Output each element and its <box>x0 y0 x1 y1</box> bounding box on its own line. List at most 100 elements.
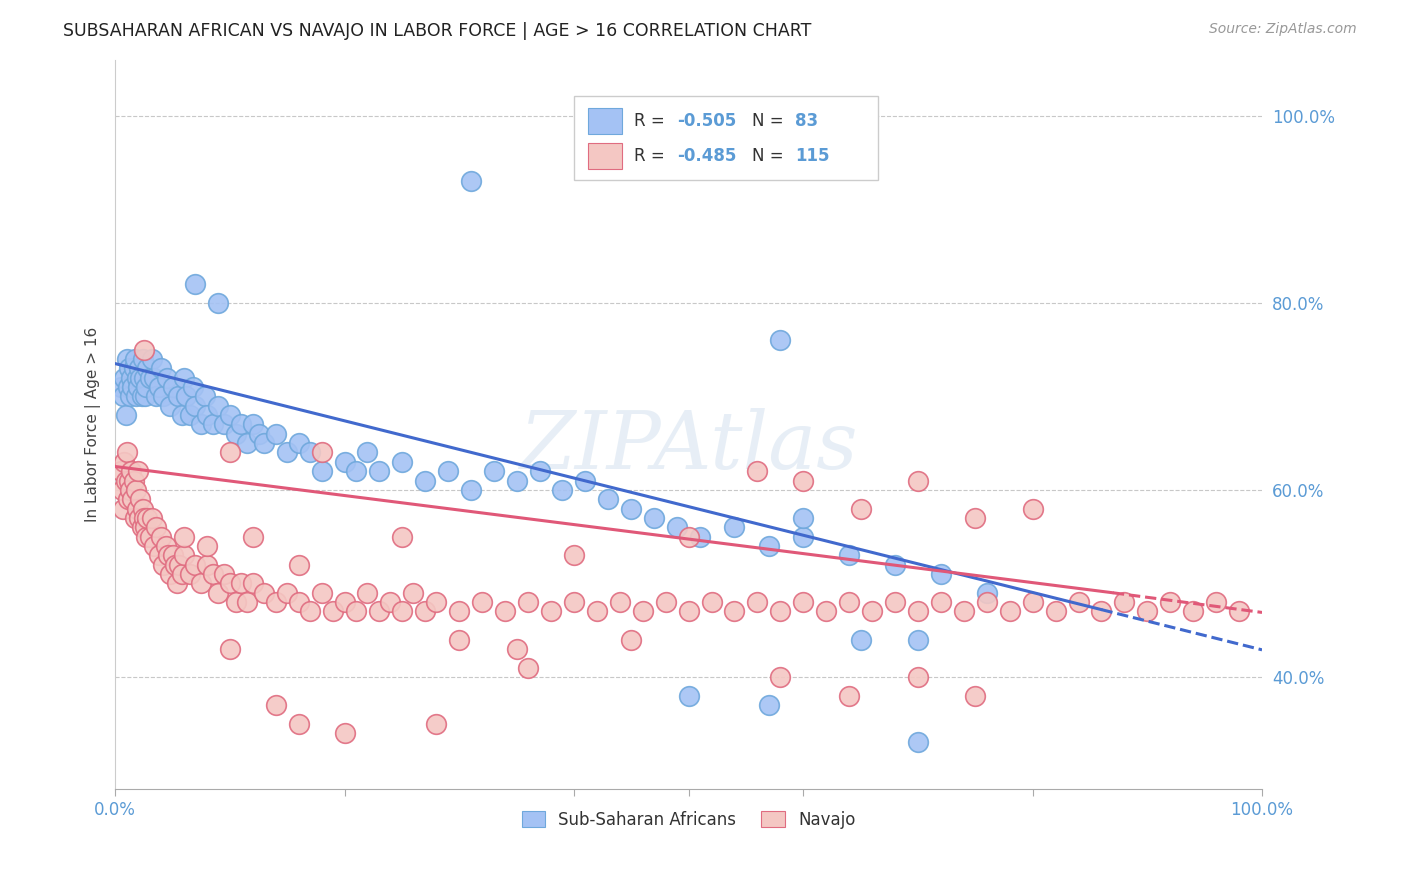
Point <box>194 389 217 403</box>
Point <box>207 399 229 413</box>
Point <box>264 426 287 441</box>
Text: -0.505: -0.505 <box>678 112 737 130</box>
Point <box>127 464 149 478</box>
Point <box>1045 605 1067 619</box>
Point <box>838 689 860 703</box>
Text: 83: 83 <box>796 112 818 130</box>
Point <box>425 716 447 731</box>
Point <box>598 492 620 507</box>
Point <box>620 501 643 516</box>
Point <box>884 558 907 572</box>
Point <box>1159 595 1181 609</box>
Point <box>117 492 139 507</box>
Point <box>155 539 177 553</box>
Point <box>1114 595 1136 609</box>
Point <box>505 474 527 488</box>
Point <box>156 370 179 384</box>
Point <box>141 511 163 525</box>
Point <box>299 445 322 459</box>
Point <box>838 595 860 609</box>
Point <box>122 361 145 376</box>
Point <box>143 370 166 384</box>
Point <box>117 380 139 394</box>
Point <box>907 735 929 749</box>
Point <box>136 361 159 376</box>
Point <box>218 641 240 656</box>
Point <box>723 605 745 619</box>
Point <box>242 530 264 544</box>
Point <box>333 455 356 469</box>
Point <box>758 539 780 553</box>
Point <box>1021 501 1043 516</box>
Point <box>118 361 141 376</box>
Point <box>976 595 998 609</box>
Y-axis label: In Labor Force | Age > 16: In Labor Force | Age > 16 <box>86 326 101 522</box>
Point <box>689 530 711 544</box>
Point <box>391 455 413 469</box>
Point <box>907 632 929 647</box>
Point <box>111 483 134 497</box>
Point <box>148 380 170 394</box>
Point <box>344 605 367 619</box>
Point <box>460 174 482 188</box>
Point <box>120 464 142 478</box>
Text: N =: N = <box>752 112 783 130</box>
Point <box>540 605 562 619</box>
Point <box>242 576 264 591</box>
Point <box>333 595 356 609</box>
Point <box>311 464 333 478</box>
Point <box>173 370 195 384</box>
Point <box>631 605 654 619</box>
Point <box>849 632 872 647</box>
Point <box>449 632 471 647</box>
Point <box>170 408 193 422</box>
Point <box>368 605 391 619</box>
Point <box>112 370 135 384</box>
Point <box>965 511 987 525</box>
Point <box>838 549 860 563</box>
Point <box>929 595 952 609</box>
Point <box>112 501 135 516</box>
Point <box>134 389 156 403</box>
Point <box>380 595 402 609</box>
Point <box>145 389 167 403</box>
Point <box>287 595 309 609</box>
Point <box>167 389 190 403</box>
Point <box>769 605 792 619</box>
Point <box>195 539 218 553</box>
Point <box>110 380 132 394</box>
Point <box>792 530 814 544</box>
Point <box>150 530 173 544</box>
Point <box>678 689 700 703</box>
Point <box>907 605 929 619</box>
Point <box>112 455 135 469</box>
Point <box>132 351 155 366</box>
Point <box>138 370 160 384</box>
Point <box>747 464 769 478</box>
Point <box>150 361 173 376</box>
Point <box>460 483 482 497</box>
Point <box>551 483 574 497</box>
Point <box>907 670 929 684</box>
Point <box>120 483 142 497</box>
Point <box>138 530 160 544</box>
Point <box>287 716 309 731</box>
Point <box>128 511 150 525</box>
Point <box>666 520 689 534</box>
Point <box>586 605 609 619</box>
Point <box>166 576 188 591</box>
Point <box>184 399 207 413</box>
Point <box>184 277 207 291</box>
Point <box>162 549 184 563</box>
Point <box>156 549 179 563</box>
Point <box>201 567 224 582</box>
Point <box>860 605 883 619</box>
Text: 115: 115 <box>796 147 830 165</box>
Point <box>769 333 792 347</box>
Point <box>218 408 240 422</box>
Point <box>231 576 253 591</box>
Point <box>322 605 344 619</box>
Point <box>517 660 540 674</box>
Point <box>1136 605 1159 619</box>
Point <box>131 520 153 534</box>
